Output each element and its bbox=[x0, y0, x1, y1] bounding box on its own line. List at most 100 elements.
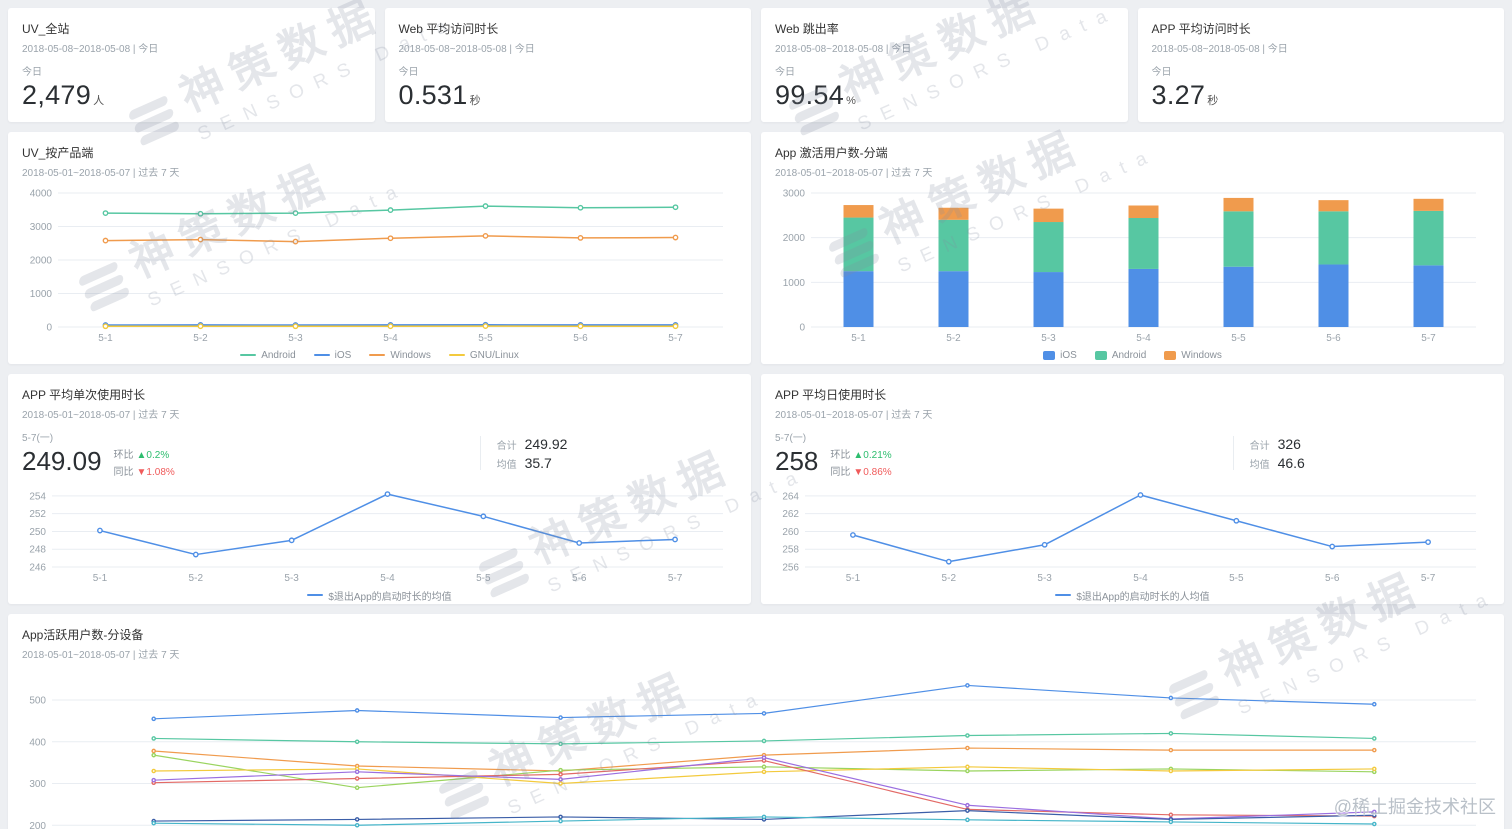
detail-chart-card: APP 平均单次使用时长 2018-05-01~2018-05-07 | 过去 … bbox=[8, 374, 751, 604]
chart-canvas[interactable]: 246 248 250 252 254 5-1 5-2 5-3 5-4 5-5 5-6 5-7 bbox=[22, 481, 737, 585]
headline-stats: 合计 249.92 均值 35.7 bbox=[481, 436, 568, 471]
headline-date: 5-7(一) bbox=[775, 432, 807, 444]
change-label: 环比 bbox=[113, 449, 134, 461]
chart-canvas[interactable]: 100200300400500 bbox=[22, 669, 1490, 829]
svg-text:4000: 4000 bbox=[30, 189, 53, 200]
kpi-period-label: 今日 bbox=[775, 67, 795, 78]
card-date-range: 2018-05-01~2018-05-07 | 过去 7 天 bbox=[22, 168, 180, 179]
legend-label: Windows bbox=[1181, 349, 1222, 361]
svg-text:5-3: 5-3 bbox=[1041, 333, 1056, 344]
svg-text:3000: 3000 bbox=[30, 222, 53, 233]
svg-text:5-7: 5-7 bbox=[668, 573, 683, 584]
card-date-range: 2018-05-01~2018-05-07 | 过去 7 天 bbox=[22, 410, 180, 421]
yoy-change: 同比 ▼0.86% bbox=[830, 463, 891, 478]
legend-swatch-icon bbox=[240, 354, 257, 356]
legend-label: Android bbox=[1111, 349, 1147, 361]
legend-item[interactable]: iOS bbox=[313, 350, 351, 361]
svg-text:5-2: 5-2 bbox=[189, 573, 204, 584]
credit-badge: @稀土掘金技术社区 bbox=[1333, 797, 1496, 817]
chart-card: UV_按产品端 2018-05-01~2018-05-07 | 过去 7 天 0… bbox=[8, 132, 751, 364]
change-label: 同比 bbox=[113, 466, 134, 478]
legend-item[interactable]: Android bbox=[1094, 349, 1147, 361]
chart-canvas[interactable]: 256 258 260 262 264 5-1 5-2 5-3 5-4 5-5 5-6 5-7 bbox=[775, 481, 1490, 585]
headline-stat: 合计 326 bbox=[1250, 436, 1305, 452]
legend-item[interactable]: $退出App的启动时长的均值 bbox=[307, 588, 452, 603]
yoy-change: 同比▼57.14% bbox=[481, 119, 548, 122]
metric-headline: 5-7(一) 258 环比 ▲0.21% 同比 ▼0.86% 合计 326 均值 46.6 bbox=[775, 427, 1490, 479]
yoy-change: 同比▼7.89% bbox=[1229, 119, 1290, 122]
svg-text:5-5: 5-5 bbox=[476, 573, 491, 584]
stat-label: 均值 bbox=[496, 459, 517, 471]
svg-text:258: 258 bbox=[782, 545, 799, 556]
legend-swatch-icon bbox=[1164, 350, 1177, 360]
chart-card: App活跃用户数-分设备 2018-05-01~2018-05-07 | 过去 … bbox=[8, 614, 1504, 829]
headline-value: 258 bbox=[775, 446, 819, 476]
change-delta: ▲0.21% bbox=[853, 449, 892, 461]
kpi-changes: 环比▲0.2% 同比▲0.16% bbox=[775, 119, 1114, 122]
svg-text:2000: 2000 bbox=[30, 256, 53, 267]
svg-text:5-4: 5-4 bbox=[1136, 333, 1151, 344]
svg-text:5-1: 5-1 bbox=[851, 333, 866, 344]
ring-change: 环比▲0.2% bbox=[114, 446, 175, 461]
svg-text:250: 250 bbox=[29, 527, 46, 538]
chart-legend: $退出App的启动时长的人均值 bbox=[775, 587, 1490, 603]
headline-stat: 均值 35.7 bbox=[497, 455, 568, 471]
svg-text:5-2: 5-2 bbox=[193, 333, 208, 344]
legend-swatch-icon bbox=[307, 594, 324, 596]
legend-item[interactable]: iOS bbox=[1043, 350, 1077, 361]
kpi-value: 2,479 人 bbox=[22, 80, 361, 111]
legend-item[interactable]: Windows bbox=[369, 350, 431, 361]
legend-swatch-icon bbox=[448, 354, 465, 356]
kpi-changes: 环比▼33.66% 同比▼31.18% bbox=[22, 119, 361, 122]
svg-text:0: 0 bbox=[46, 323, 52, 334]
svg-text:2000: 2000 bbox=[783, 233, 806, 244]
kpi-card: APP 平均访问时长 2018-05-08~2018-05-08 | 今日 今日… bbox=[1137, 8, 1504, 122]
legend-swatch-icon bbox=[369, 354, 386, 356]
kpi-period-label: 今日 bbox=[398, 67, 419, 78]
svg-text:5-3: 5-3 bbox=[288, 333, 303, 344]
legend-item[interactable]: GNU/Linux bbox=[448, 349, 519, 361]
detail-chart-card: APP 平均日使用时长 2018-05-01~2018-05-07 | 过去 7… bbox=[761, 374, 1504, 604]
kpi-changes: 环比▼70.65% 同比▼57.14% bbox=[399, 119, 738, 122]
headline-value-row: 258 环比 ▲0.21% 同比 ▼0.86% bbox=[775, 446, 1233, 478]
chart-row-2: APP 平均单次使用时长 2018-05-01~2018-05-07 | 过去 … bbox=[8, 374, 1504, 604]
card-date-range: 2018-05-01~2018-05-07 | 过去 7 天 bbox=[775, 168, 933, 179]
card-title: Web 跳出率 bbox=[775, 22, 839, 36]
card-title: UV_按产品端 bbox=[22, 146, 94, 160]
ring-change: 环比▲0.2% bbox=[775, 119, 831, 122]
card-date-range: 2018-05-08~2018-05-08 | 今日 bbox=[1151, 44, 1288, 55]
change-delta: ▲0.2% bbox=[136, 449, 170, 461]
legend-swatch-icon bbox=[1043, 350, 1056, 360]
legend-item[interactable]: $退出App的启动时长的人均值 bbox=[1055, 588, 1210, 603]
legend-item[interactable]: Android bbox=[240, 350, 296, 361]
kpi-changes: 环比▼1.06% 同比▼7.89% bbox=[1152, 119, 1491, 122]
svg-text:254: 254 bbox=[29, 491, 46, 502]
legend-swatch-icon bbox=[1094, 350, 1107, 360]
chart-canvas[interactable]: 0 1000 2000 3000 5-1 5-2 5-3 5-4 5-5 5-6 5-7 bbox=[775, 187, 1490, 345]
vertical-divider bbox=[479, 436, 481, 470]
vertical-divider bbox=[1232, 436, 1234, 470]
svg-text:5-5: 5-5 bbox=[1231, 333, 1246, 344]
kpi-card: Web 平均访问时长 2018-05-08~2018-05-08 | 今日 今日… bbox=[384, 8, 751, 122]
card-title: APP 平均日使用时长 bbox=[775, 388, 887, 402]
legend-label: Windows bbox=[390, 349, 431, 361]
headline-changes: 环比 ▲0.2% 同比 ▼1.08% bbox=[114, 446, 175, 478]
headline-stat: 合计 249.92 bbox=[497, 436, 568, 452]
legend-item[interactable]: Windows bbox=[1164, 350, 1222, 361]
kpi-value-unit: % bbox=[846, 95, 856, 107]
svg-text:5-4: 5-4 bbox=[380, 573, 395, 584]
svg-text:1000: 1000 bbox=[783, 278, 806, 289]
change-delta: ▼0.86% bbox=[853, 466, 892, 478]
legend-label: $退出App的启动时长的人均值 bbox=[1076, 591, 1210, 603]
svg-text:500: 500 bbox=[29, 696, 46, 707]
yoy-change: 同比 ▼1.08% bbox=[114, 463, 175, 478]
headline-stat: 均值 46.6 bbox=[1250, 455, 1305, 471]
change-label: 同比 bbox=[830, 466, 851, 478]
legend-label: GNU/Linux bbox=[469, 349, 519, 361]
headline-value: 249.09 bbox=[22, 446, 102, 476]
svg-text:248: 248 bbox=[29, 545, 46, 556]
card-title: App活跃用户数-分设备 bbox=[22, 628, 144, 642]
card-date-range: 2018-05-08~2018-05-08 | 今日 bbox=[22, 44, 159, 55]
chart-canvas[interactable]: 0 1000 2000 3000 4000 5-1 5-2 5-3 5-4 5-5 5-6 5-7 bbox=[22, 187, 737, 345]
